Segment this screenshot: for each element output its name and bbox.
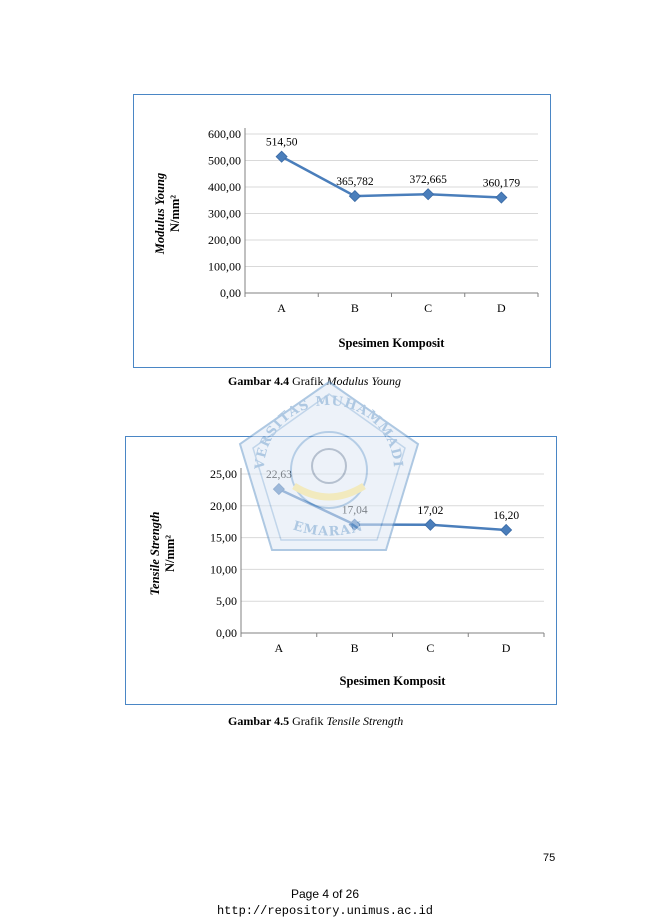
y-tick-label: 0,00 (220, 286, 241, 300)
x-axis-title: Spesimen Komposit (339, 336, 446, 350)
y-tick-label: 200,00 (208, 233, 241, 247)
caption-number: Gambar 4.5 (228, 714, 290, 728)
y-axis-title: Modulus Young N/mm² (153, 173, 182, 255)
x-tick-label: C (424, 301, 432, 315)
page-of-total: Page 4 of 26 (290, 887, 360, 901)
x-tick-label: A (277, 301, 286, 315)
modulus-young-chart: 0,00 100,00 200,00 300,00 400,00 500,00 600,00… (133, 94, 551, 368)
data-label: 372,665 (409, 174, 447, 186)
x-tick-label: B (351, 641, 359, 655)
data-label: 17,02 (417, 505, 443, 517)
y-tick-label: 25,00 (210, 467, 237, 481)
data-label: 360,179 (483, 178, 521, 190)
y-axis-title: Tensile Strength N/mm² (148, 511, 177, 595)
y-tick-label: 15,00 (210, 531, 237, 545)
y-tick-label: 5,00 (216, 594, 237, 608)
data-point (424, 518, 437, 531)
y-axis-title-line1: Tensile Strength (148, 511, 162, 595)
x-tick-label: C (426, 641, 434, 655)
data-point (272, 483, 285, 496)
data-point (348, 518, 361, 531)
caption-term: Tensile Strength (326, 714, 404, 728)
y-axis-title-line2: N/mm² (163, 535, 177, 572)
modulus-young-chart-svg: 0,00 100,00 200,00 300,00 400,00 500,00 600,00… (153, 127, 539, 350)
data-point (348, 190, 361, 203)
caption-term: Modulus Young (326, 374, 402, 388)
y-tick-label: 100,00 (208, 260, 241, 274)
y-axis-title-line1: Modulus Young (153, 173, 167, 255)
y-tick-label: 20,00 (210, 499, 237, 513)
data-point (275, 150, 288, 163)
y-tick-label: 500,00 (208, 154, 241, 168)
data-point (500, 523, 513, 537)
y-tick-label: 10,00 (210, 562, 237, 576)
data-label: 514,50 (266, 137, 298, 149)
page-number: 75 (543, 852, 556, 864)
figure-caption-4-4: Gambar 4.4 Grafik Modulus Young (228, 374, 401, 389)
y-tick-label: 0,00 (216, 626, 237, 640)
y-axis-title-line2: N/mm² (168, 195, 182, 232)
y-tick-label: 300,00 (208, 207, 241, 221)
data-label: 22,63 (266, 469, 292, 481)
data-label: 16,20 (493, 510, 519, 522)
series-line (281, 155, 502, 199)
x-tick-label: B (351, 301, 359, 315)
data-point (495, 191, 508, 204)
y-tick-label: 400,00 (208, 180, 241, 194)
repository-url[interactable]: http://repository.unimus.ac.id (216, 904, 434, 918)
y-tick-label: 600,00 (208, 127, 241, 141)
data-point (422, 188, 435, 201)
tensile-strength-chart-svg: 0,00 5,00 10,00 15,00 20,00 25,00 A B C D 22,63 17,… (148, 467, 545, 688)
x-axis-title: Spesimen Komposit (340, 674, 447, 688)
series-line (278, 487, 507, 532)
caption-word: Grafik (292, 714, 324, 728)
caption-number: Gambar 4.4 (228, 374, 290, 388)
x-tick-label: A (275, 641, 284, 655)
data-label: 365,782 (336, 176, 374, 188)
x-tick-label: D (497, 301, 506, 315)
x-tick-label: D (502, 641, 511, 655)
figure-caption-4-5: Gambar 4.5 Grafik Tensile Strength (228, 714, 403, 729)
tensile-strength-chart: 0,00 5,00 10,00 15,00 20,00 25,00 A B C D 22,63 17,… (125, 436, 557, 705)
data-label: 17,04 (342, 505, 368, 517)
caption-word: Grafik (292, 374, 324, 388)
